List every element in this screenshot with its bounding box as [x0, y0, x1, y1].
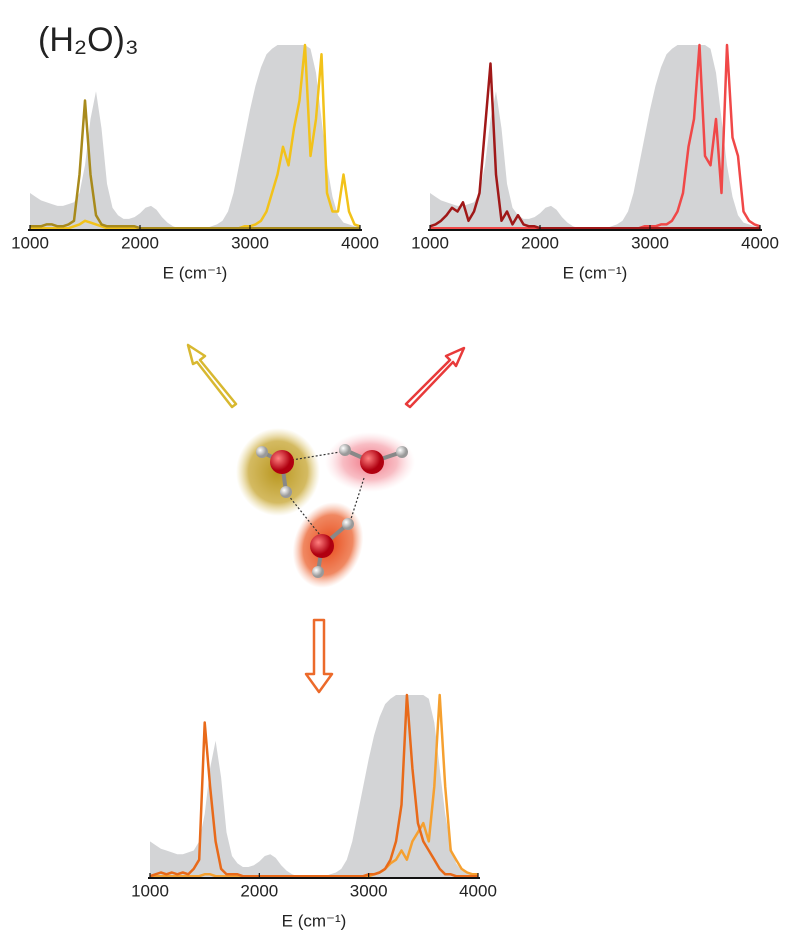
x-tick-label: 2000	[521, 233, 559, 252]
x-tick-label: 4000	[741, 233, 779, 252]
spectrum-panel: 1000 2000 3000 4000 E (cm⁻¹)	[131, 693, 497, 930]
x-axis-label: E (cm⁻¹)	[563, 263, 628, 282]
x-tick-label: 1000	[11, 233, 49, 252]
x-axis-label: E (cm⁻¹)	[163, 263, 228, 282]
x-tick-label: 3000	[231, 233, 269, 252]
spectrum-line	[149, 693, 478, 878]
x-tick-label: 4000	[459, 881, 497, 900]
spectrum-area	[30, 45, 360, 230]
x-tick-label: 2000	[240, 881, 278, 900]
figure-title: (H₂O)₃	[38, 21, 139, 59]
x-tick-label: 3000	[631, 233, 669, 252]
arrows	[186, 343, 466, 694]
spectrum-line	[429, 62, 760, 230]
molecule	[236, 428, 415, 588]
spectrum-panel: 1000 2000 3000 4000 E (cm⁻¹)	[411, 43, 779, 282]
x-tick-label: 1000	[131, 881, 169, 900]
x-tick-label: 2000	[121, 233, 159, 252]
spectrum-area	[430, 45, 760, 230]
x-tick-label: 1000	[411, 233, 449, 252]
x-tick-label: 4000	[341, 233, 379, 252]
spectrum-panel: 1000 2000 3000 4000 E (cm⁻¹)	[11, 43, 379, 282]
x-tick-label: 3000	[350, 881, 388, 900]
spectrum-area	[150, 695, 478, 878]
spectrum-line	[30, 99, 360, 230]
x-axis-label: E (cm⁻¹)	[282, 911, 347, 930]
